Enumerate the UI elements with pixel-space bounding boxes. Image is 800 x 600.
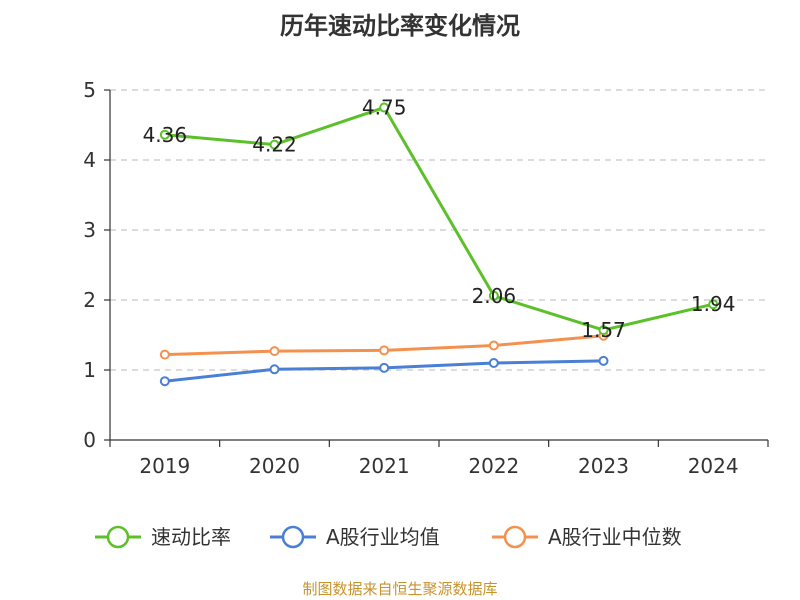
y-tick-label: 1 — [83, 358, 96, 382]
data-label: 4.75 — [362, 96, 407, 120]
data-point — [708, 299, 719, 310]
legend-label: 速动比率 — [151, 525, 231, 549]
legend-label: A股行业均值 — [326, 525, 440, 549]
data-label: 4.22 — [252, 133, 297, 157]
x-tick-label: 2019 — [139, 454, 190, 478]
legend-marker — [106, 525, 130, 549]
data-label: 2.06 — [472, 284, 517, 308]
x-tick-label: 2021 — [359, 454, 410, 478]
data-point — [269, 139, 280, 150]
data-label: 4.36 — [143, 123, 188, 147]
chart-title: 历年速动比率变化情况 — [280, 12, 520, 40]
legend-marker — [281, 525, 305, 549]
legend-label: A股行业中位数 — [548, 525, 682, 549]
data-point — [159, 349, 170, 360]
y-tick-label: 0 — [83, 428, 96, 452]
y-tick-label: 4 — [83, 148, 96, 172]
source-note: 制图数据来自恒生聚源数据库 — [302, 580, 497, 598]
y-tick-label: 2 — [83, 288, 96, 312]
grid — [110, 89, 768, 371]
axes: 0 1 2 3 4 5 2019 2020 2021 2022 2023 2024 — [83, 78, 769, 478]
legend-marker — [503, 525, 527, 549]
series — [159, 102, 719, 387]
data-point — [488, 358, 499, 368]
data-point — [269, 364, 280, 375]
data-point — [379, 102, 390, 113]
data-point — [159, 129, 170, 140]
data-point — [598, 355, 609, 366]
data-point — [379, 362, 390, 373]
x-tick-label: 2022 — [468, 454, 519, 478]
data-point — [269, 346, 280, 357]
data-point — [598, 325, 609, 336]
data-labels: 4.36 4.22 4.75 2.06 1.57 1.94 — [143, 96, 736, 343]
x-tick-label: 2020 — [249, 454, 300, 478]
data-point — [488, 290, 499, 301]
series-line — [163, 106, 715, 332]
data-point — [379, 345, 390, 356]
data-point — [159, 376, 170, 387]
x-tick-label: 2024 — [688, 454, 739, 478]
data-label: 1.57 — [581, 318, 626, 342]
data-label: 1.94 — [691, 292, 736, 316]
legend: 速动比率 A股行业均值 A股行业中位数 — [95, 525, 682, 549]
y-tick-label: 3 — [83, 218, 96, 242]
data-point — [488, 340, 499, 351]
x-tick-label: 2023 — [578, 454, 629, 478]
y-tick-label: 5 — [83, 78, 96, 102]
